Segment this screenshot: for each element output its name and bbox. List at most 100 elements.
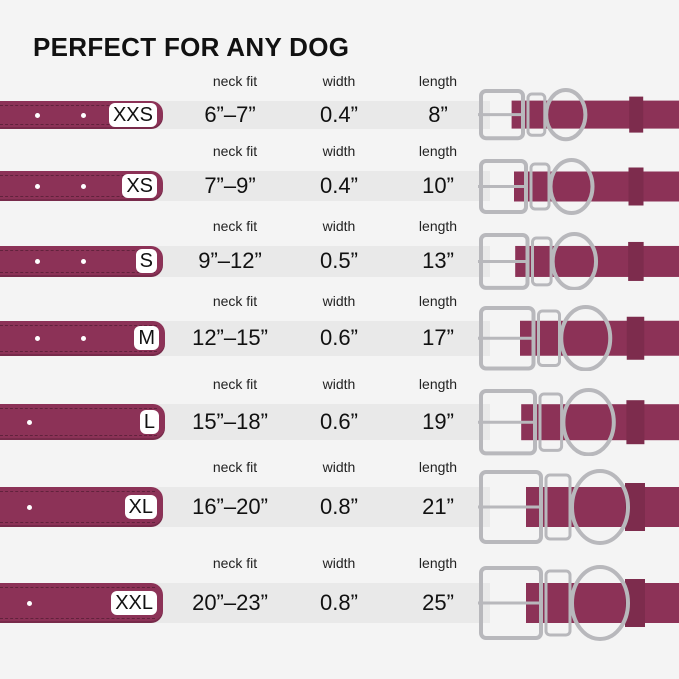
length-value: 21”	[422, 494, 454, 519]
collar-strap-end	[521, 404, 679, 441]
neck-fit-label: neck fit	[212, 376, 258, 392]
length-label: length	[418, 376, 458, 392]
collar-strap: XS	[0, 171, 163, 201]
collar-buckle-end	[478, 565, 679, 641]
keeper-loop	[626, 400, 645, 445]
collar-strap-end	[526, 487, 679, 527]
length-label: length	[418, 143, 458, 159]
strap-hole	[27, 601, 32, 606]
keeper-loop	[626, 316, 645, 360]
length-value: 13”	[422, 248, 454, 273]
collar-strap: S	[0, 245, 163, 277]
size-row: XL neck fit 16”–20” width 0.8” length 21…	[0, 459, 679, 545]
size-tag: XXS	[108, 103, 157, 127]
d-ring	[561, 387, 616, 457]
width-value: 0.4”	[320, 102, 358, 127]
neck-fit-value: 16”–20”	[192, 494, 268, 519]
keeper-loop	[628, 167, 644, 205]
width-value: 0.5”	[320, 248, 358, 273]
length-label: length	[418, 217, 458, 234]
info-band	[150, 583, 490, 623]
size-row: S neck fit 9”–12” width 0.5” length 13”	[0, 218, 679, 291]
neck-fit-label: neck fit	[212, 292, 258, 309]
neck-fit-value: 15”–18”	[192, 409, 268, 434]
size-row: M neck fit 12”–15” width 0.6” length 17”	[0, 293, 679, 372]
length-label: length	[418, 555, 458, 571]
width-label: width	[322, 459, 356, 475]
strap-hole	[35, 259, 40, 264]
collar-strap: XXS	[0, 101, 163, 129]
size-row: XS neck fit 7”–9” width 0.4” length 10”	[0, 143, 679, 215]
strap-hole	[81, 336, 86, 341]
length-label: length	[418, 459, 458, 475]
neck-fit-value: 6”–7”	[204, 102, 256, 127]
strap-hole	[81, 184, 86, 189]
strap-hole	[35, 184, 40, 189]
collar-strap-end	[526, 583, 679, 623]
keeper-loop	[625, 579, 645, 627]
collar-buckle-end	[478, 469, 679, 545]
length-value: 10”	[422, 173, 454, 198]
size-tag: XS	[122, 174, 157, 198]
info-band	[150, 101, 490, 129]
size-row: XXS neck fit 6”–7” width 0.4” length 8”	[0, 73, 679, 142]
width-label: width	[322, 555, 356, 571]
info-band	[150, 404, 490, 440]
d-ring	[548, 157, 595, 215]
width-value: 0.8”	[320, 590, 358, 615]
keeper-loop	[625, 483, 645, 531]
width-label: width	[322, 143, 356, 159]
strap-hole	[27, 505, 32, 510]
width-label: width	[322, 73, 356, 89]
strap-hole	[81, 259, 86, 264]
length-label: length	[418, 292, 458, 309]
d-ring	[570, 565, 630, 641]
collar-strap: L	[0, 404, 165, 440]
strap-hole	[35, 336, 40, 341]
collar-buckle-end	[478, 157, 679, 215]
collar-strap-end	[511, 101, 679, 130]
width-label: width	[322, 292, 356, 309]
width-value: 0.6”	[320, 325, 358, 350]
width-value: 0.4”	[320, 173, 358, 198]
collar-strap: M	[0, 320, 165, 356]
size-row: XXL neck fit 20”–23” width 0.8” length 2…	[0, 555, 679, 641]
neck-fit-label: neck fit	[212, 555, 258, 571]
neck-fit-label: neck fit	[212, 143, 258, 159]
d-ring	[559, 304, 613, 372]
size-tag: M	[134, 326, 159, 350]
info-band	[150, 245, 490, 277]
length-value: 17”	[422, 325, 454, 350]
collar-strap: XXL	[0, 583, 163, 623]
info-band	[150, 171, 490, 201]
size-tag: XL	[124, 495, 157, 519]
width-value: 0.8”	[320, 494, 358, 519]
collar-buckle-end	[478, 387, 679, 457]
width-label: width	[322, 217, 356, 234]
page-title: PERFECT FOR ANY DOG	[33, 32, 350, 62]
neck-fit-label: neck fit	[212, 459, 258, 475]
length-value: 19”	[422, 409, 454, 434]
length-value: 25”	[422, 590, 454, 615]
neck-fit-value: 7”–9”	[204, 173, 256, 198]
collar-buckle-end	[478, 88, 679, 142]
strap-hole	[35, 113, 40, 118]
neck-fit-value: 20”–23”	[192, 590, 268, 615]
neck-fit-label: neck fit	[212, 217, 258, 234]
length-label: length	[418, 73, 458, 89]
width-label: width	[322, 376, 356, 392]
keeper-loop	[629, 97, 644, 134]
neck-fit-label: neck fit	[212, 73, 258, 89]
d-ring	[570, 469, 630, 545]
width-value: 0.6”	[320, 409, 358, 434]
size-tag: S	[135, 249, 157, 273]
collar-strap-end	[514, 171, 679, 201]
size-tag: L	[139, 410, 159, 434]
d-ring	[550, 231, 599, 291]
size-tag: XXL	[111, 591, 157, 615]
length-value: 8”	[428, 102, 448, 127]
strap-hole	[81, 113, 86, 118]
size-row: L neck fit 15”–18” width 0.6” length 19”	[0, 376, 679, 457]
info-band	[150, 487, 490, 527]
